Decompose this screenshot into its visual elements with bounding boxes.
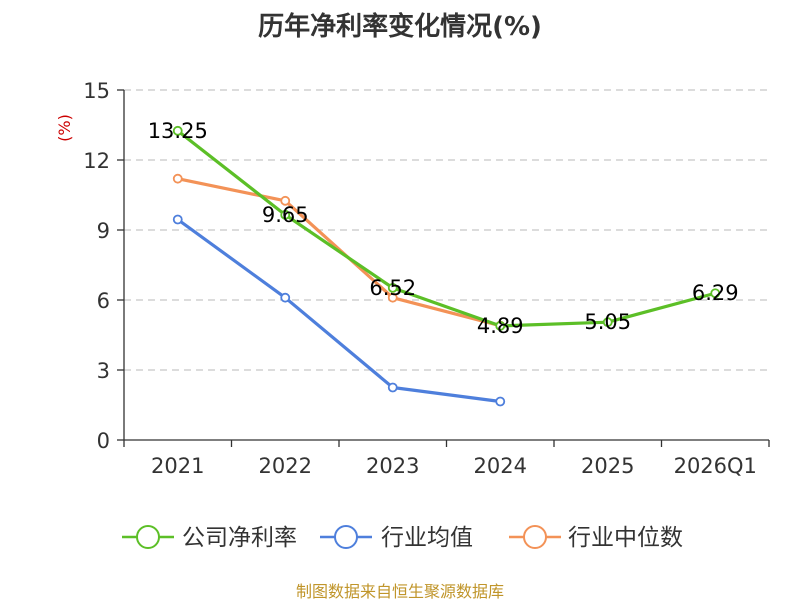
data-point <box>280 209 291 220</box>
data-label: 9.65 <box>262 203 309 227</box>
y-tick-label: 0 <box>97 429 110 453</box>
data-point <box>602 317 613 328</box>
x-tick-label: 2024 <box>474 454 527 478</box>
data-label: 4.89 <box>477 314 524 338</box>
legend-label: 行业均值 <box>381 525 473 551</box>
source-note: 制图数据来自恒生聚源数据库 <box>295 582 504 601</box>
legend-marker <box>523 525 547 549</box>
data-point <box>387 382 398 393</box>
x-tick-label: 2025 <box>581 454 634 478</box>
y-tick-label: 3 <box>97 359 110 383</box>
series-lines <box>172 125 721 407</box>
y-axis-label: (%) <box>55 114 74 142</box>
y-tick-label: 15 <box>83 79 110 103</box>
grid-lines <box>124 89 769 371</box>
y-tick-label: 6 <box>97 289 110 313</box>
series-line <box>177 177 501 328</box>
data-point <box>495 320 506 331</box>
x-tick-label: 2021 <box>151 454 204 478</box>
data-point <box>280 195 291 206</box>
data-point <box>280 292 291 303</box>
data-point <box>710 288 721 299</box>
data-point <box>172 173 183 184</box>
y-tick-label: 12 <box>83 149 110 173</box>
legend-marker <box>136 525 160 549</box>
chart-title: 历年净利率变化情况(%) <box>258 12 542 42</box>
data-label: 6.52 <box>369 276 416 300</box>
data-label: 5.05 <box>584 310 631 334</box>
series-line <box>176 218 501 404</box>
x-tick-label: 2023 <box>366 454 419 478</box>
legend: 公司净利率 行业均值 行业中位数 <box>122 525 683 551</box>
data-point <box>387 282 398 293</box>
axes: 0 3 6 9 12 15 (%) 2021 2022 2023 2024 2025 2026Q1 <box>55 79 770 478</box>
data-point <box>387 292 398 303</box>
y-tick-label: 9 <box>97 219 110 243</box>
x-tick-label: 2026Q1 <box>674 454 757 478</box>
data-point <box>172 214 183 225</box>
data-labels: 13.25 9.65 6.52 4.89 5.05 6.29 <box>148 119 739 338</box>
legend-label: 公司净利率 <box>182 525 297 551</box>
data-point <box>172 125 183 136</box>
data-label: 6.29 <box>692 281 739 305</box>
series-line <box>176 129 716 328</box>
data-label: 13.25 <box>148 119 208 143</box>
legend-marker <box>334 525 358 549</box>
legend-label: 行业中位数 <box>568 525 683 551</box>
data-point <box>495 396 506 407</box>
x-tick-label: 2022 <box>259 454 312 478</box>
